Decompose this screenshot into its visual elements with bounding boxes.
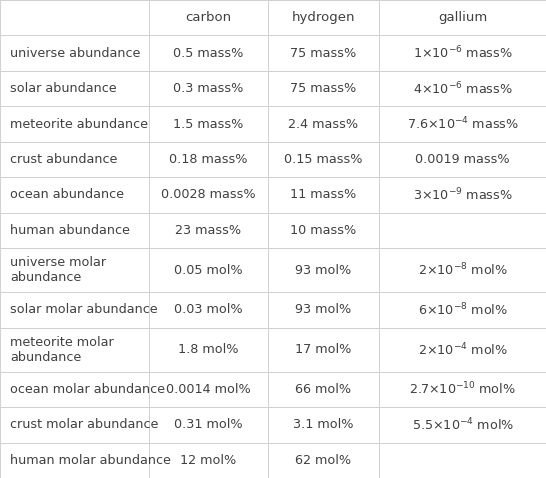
Text: $2{\times}10^{-8}$ mol%: $2{\times}10^{-8}$ mol% — [418, 262, 508, 278]
Text: 10 mass%: 10 mass% — [290, 224, 357, 237]
Text: meteorite molar
abundance: meteorite molar abundance — [10, 336, 114, 364]
Text: 0.5 mass%: 0.5 mass% — [173, 47, 243, 60]
Text: 0.31 mol%: 0.31 mol% — [174, 418, 242, 431]
Text: ocean molar abundance: ocean molar abundance — [10, 383, 165, 396]
Text: $7.6{\times}10^{-4}$ mass%: $7.6{\times}10^{-4}$ mass% — [407, 116, 519, 132]
Text: 0.15 mass%: 0.15 mass% — [284, 153, 363, 166]
Text: hydrogen: hydrogen — [292, 11, 355, 24]
Text: 3.1 mol%: 3.1 mol% — [293, 418, 354, 431]
Text: 62 mol%: 62 mol% — [295, 454, 352, 467]
Text: carbon: carbon — [185, 11, 231, 24]
Text: 75 mass%: 75 mass% — [290, 47, 357, 60]
Text: solar molar abundance: solar molar abundance — [10, 304, 157, 316]
Text: 1.5 mass%: 1.5 mass% — [173, 118, 243, 130]
Text: ocean abundance: ocean abundance — [10, 188, 124, 201]
Text: $1{\times}10^{-6}$ mass%: $1{\times}10^{-6}$ mass% — [413, 45, 513, 62]
Text: 0.0019 mass%: 0.0019 mass% — [416, 153, 510, 166]
Text: 66 mol%: 66 mol% — [295, 383, 352, 396]
Text: $2.7{\times}10^{-10}$ mol%: $2.7{\times}10^{-10}$ mol% — [410, 381, 516, 398]
Text: 0.03 mol%: 0.03 mol% — [174, 304, 242, 316]
Text: 0.0014 mol%: 0.0014 mol% — [165, 383, 251, 396]
Text: 11 mass%: 11 mass% — [290, 188, 357, 201]
Text: solar abundance: solar abundance — [10, 82, 116, 95]
Text: human abundance: human abundance — [10, 224, 130, 237]
Text: 1.8 mol%: 1.8 mol% — [178, 343, 238, 356]
Text: 0.0028 mass%: 0.0028 mass% — [161, 188, 256, 201]
Text: 0.18 mass%: 0.18 mass% — [169, 153, 247, 166]
Text: human molar abundance: human molar abundance — [10, 454, 171, 467]
Text: $4{\times}10^{-6}$ mass%: $4{\times}10^{-6}$ mass% — [413, 80, 513, 97]
Text: 12 mol%: 12 mol% — [180, 454, 236, 467]
Text: 93 mol%: 93 mol% — [295, 304, 352, 316]
Text: 93 mol%: 93 mol% — [295, 264, 352, 277]
Text: universe molar
abundance: universe molar abundance — [10, 256, 106, 284]
Text: 17 mol%: 17 mol% — [295, 343, 352, 356]
Text: $2{\times}10^{-4}$ mol%: $2{\times}10^{-4}$ mol% — [418, 341, 508, 358]
Text: universe abundance: universe abundance — [10, 47, 140, 60]
Text: 23 mass%: 23 mass% — [175, 224, 241, 237]
Text: $5.5{\times}10^{-4}$ mol%: $5.5{\times}10^{-4}$ mol% — [412, 416, 514, 433]
Text: meteorite abundance: meteorite abundance — [10, 118, 148, 130]
Text: crust abundance: crust abundance — [10, 153, 117, 166]
Text: 2.4 mass%: 2.4 mass% — [288, 118, 359, 130]
Text: $3{\times}10^{-9}$ mass%: $3{\times}10^{-9}$ mass% — [413, 186, 513, 203]
Text: crust molar abundance: crust molar abundance — [10, 418, 158, 431]
Text: 0.3 mass%: 0.3 mass% — [173, 82, 243, 95]
Text: 0.05 mol%: 0.05 mol% — [174, 264, 242, 277]
Text: $6{\times}10^{-8}$ mol%: $6{\times}10^{-8}$ mol% — [418, 302, 508, 318]
Text: 75 mass%: 75 mass% — [290, 82, 357, 95]
Text: gallium: gallium — [438, 11, 488, 24]
